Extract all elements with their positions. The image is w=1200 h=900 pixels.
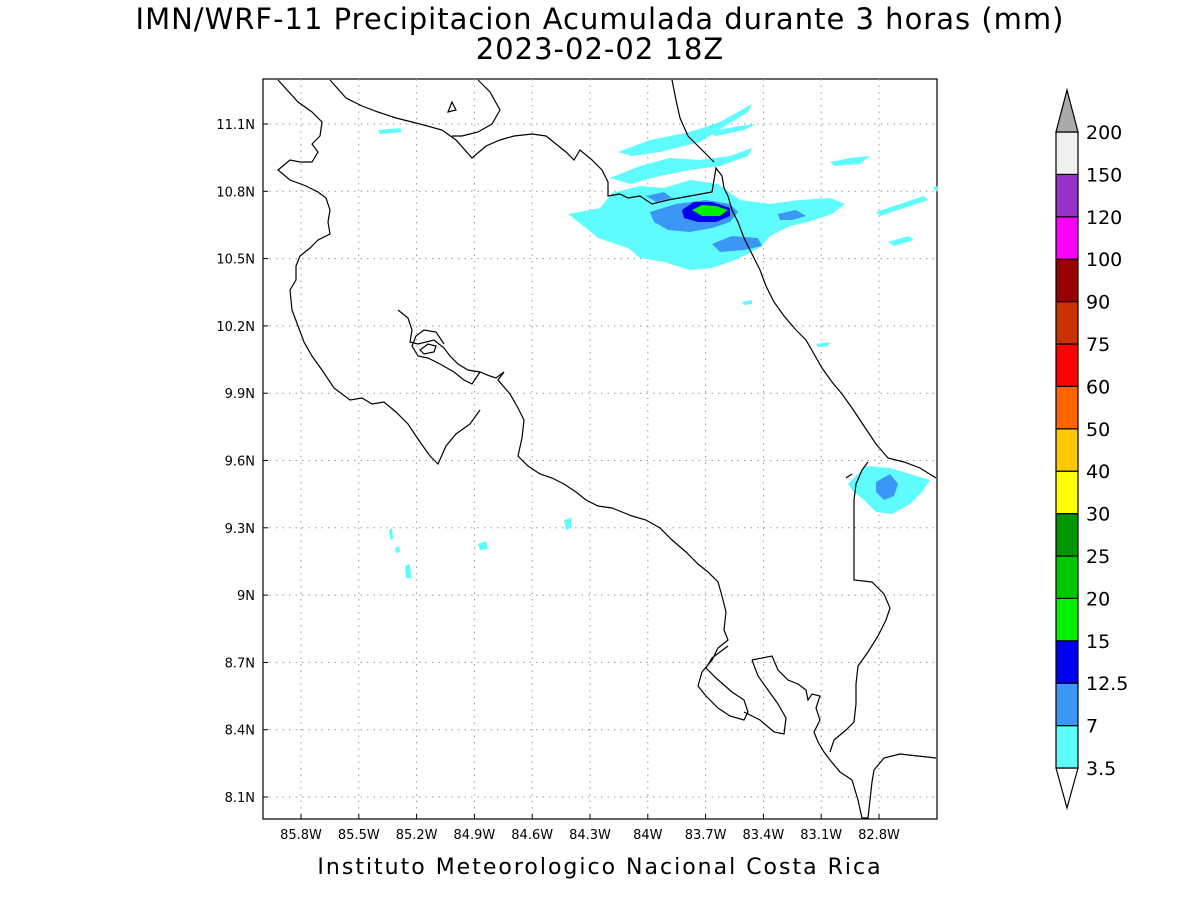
coastline — [277, 79, 937, 819]
nicaragua-coast-west — [277, 79, 481, 466]
colorbar-swatch — [1055, 640, 1079, 684]
colorbar-label: 60 — [1086, 376, 1110, 398]
lake-island — [447, 100, 457, 113]
colorbar-label: 40 — [1086, 461, 1110, 483]
rain-speck-8 — [932, 186, 938, 192]
colorbar-swatch — [1055, 385, 1079, 430]
colorbar-label: 20 — [1086, 588, 1110, 610]
rain-moderate-4 — [646, 192, 672, 202]
colorbar-swatch — [1055, 173, 1079, 218]
colorbar-swatch — [1055, 216, 1079, 260]
rain-band-3 — [706, 124, 756, 136]
rain-moderate-3 — [778, 210, 806, 220]
map-subtitle: 2023-02-02 18Z — [475, 32, 725, 66]
colorbar-label: 12.5 — [1086, 673, 1128, 695]
footer-credit: Instituto Meteorologico Nacional Costa R… — [317, 855, 883, 880]
colorbar-label: 15 — [1086, 631, 1110, 653]
colorbar-label: 200 — [1086, 122, 1122, 144]
rain-speck-2 — [816, 342, 830, 347]
lon-tick-label: 85.5W — [338, 828, 380, 843]
longitude-labels: 85.8W 85.5W 85.2W 84.9W 84.6W 84.3W 84W 83.7W 83… — [280, 828, 900, 843]
lat-tick-label: 8.4N — [225, 724, 255, 739]
colorbar-label: 7 — [1086, 716, 1098, 738]
lat-tick-label: 9.3N — [225, 522, 255, 537]
colorbar: 3.5 7 12.5 15 20 25 30 40 50 60 75 90 100 120 150 200 — [1055, 87, 1128, 811]
latitude-labels: 11.1N 10.8N 10.5N 10.2N 9.9N 9.6N 9.3N 9N 8.7N 8.… — [216, 118, 255, 806]
rain-band-6 — [888, 236, 914, 246]
nicoya-gulf — [397, 309, 749, 721]
colorbar-label: 90 — [1086, 292, 1110, 314]
rain-speck-4 — [478, 541, 488, 550]
lon-tick-label: 84W — [633, 828, 663, 843]
lat-tick-label: 8.7N — [225, 656, 255, 671]
lat-tick-label: 10.8N — [216, 185, 255, 200]
lon-tick-label: 83.7W — [685, 828, 727, 843]
precipitation-field — [378, 104, 938, 578]
colorbar-swatch — [1055, 131, 1079, 176]
colorbar-swatch — [1055, 258, 1079, 303]
panama-border — [829, 461, 891, 753]
lat-tick-label: 11.1N — [216, 118, 255, 133]
colorbar-label: 50 — [1086, 419, 1110, 441]
map-title: IMN/WRF-11 Precipitacion Acumulada duran… — [135, 2, 1065, 36]
lat-tick-label: 10.5N — [216, 253, 255, 268]
colorbar-label: 100 — [1086, 249, 1122, 271]
colorbar-arrow-low — [1055, 767, 1079, 811]
lon-tick-label: 84.6W — [511, 828, 553, 843]
rain-band-7 — [830, 156, 870, 166]
colorbar-swatch — [1055, 512, 1079, 557]
nicoya-inner — [411, 329, 481, 385]
lon-tick-label: 85.8W — [280, 828, 322, 843]
rain-speck-7 — [405, 564, 411, 578]
colorbar-label: 120 — [1086, 207, 1122, 229]
colorbar-label: 25 — [1086, 546, 1110, 568]
rain-very-heavy — [692, 205, 728, 216]
lon-tick-label: 84.3W — [569, 828, 611, 843]
colorbar-swatch — [1055, 597, 1079, 642]
rain-band-4 — [378, 128, 402, 134]
colorbar-swatch — [1055, 428, 1079, 472]
colorbar-swatch — [1055, 470, 1079, 515]
colorbar-label: 75 — [1086, 334, 1110, 356]
lon-tick-label: 83.1W — [800, 828, 842, 843]
gridlines — [263, 79, 937, 819]
rain-speck-5 — [389, 528, 393, 540]
map-panel — [262, 78, 938, 820]
nicaragua-caribbean — [452, 79, 501, 137]
coast-dot-n — [845, 473, 853, 479]
border-north — [671, 79, 715, 163]
lat-tick-label: 9.6N — [225, 455, 255, 470]
colorbar-swatch — [1055, 682, 1079, 727]
nicaragua-lake-shore — [329, 79, 729, 205]
colorbar-swatch — [1055, 724, 1079, 769]
osa-peninsula — [751, 655, 937, 819]
lon-tick-label: 84.9W — [453, 828, 495, 843]
rain-speck-1 — [742, 300, 752, 305]
osa-inner — [743, 659, 787, 735]
colorbar-arrow-high — [1055, 87, 1079, 133]
lon-tick-label: 83.4W — [742, 828, 784, 843]
lon-tick-label: 85.2W — [396, 828, 438, 843]
colorbar-swatch — [1055, 555, 1079, 600]
caribbean-coast — [727, 195, 937, 479]
lat-tick-label: 10.2N — [216, 320, 255, 335]
lat-tick-label: 9.9N — [225, 387, 255, 402]
rain-band-2 — [610, 148, 752, 184]
lat-tick-label: 9N — [237, 589, 255, 604]
colorbar-swatch — [1055, 301, 1079, 345]
chira-island — [419, 343, 437, 355]
rain-band-5 — [876, 196, 928, 216]
colorbar-label: 30 — [1086, 504, 1110, 526]
map-frame — [262, 78, 938, 820]
rain-moderate-east — [876, 474, 898, 500]
rain-speck-6 — [395, 546, 400, 553]
colorbar-swatch — [1055, 343, 1079, 388]
rain-band-1 — [618, 104, 752, 156]
colorbar-label: 3.5 — [1086, 758, 1116, 780]
lon-tick-label: 82.8W — [858, 828, 900, 843]
rain-speck-3 — [564, 518, 571, 530]
colorbar-label: 150 — [1086, 164, 1122, 186]
lat-tick-label: 8.1N — [225, 791, 255, 806]
